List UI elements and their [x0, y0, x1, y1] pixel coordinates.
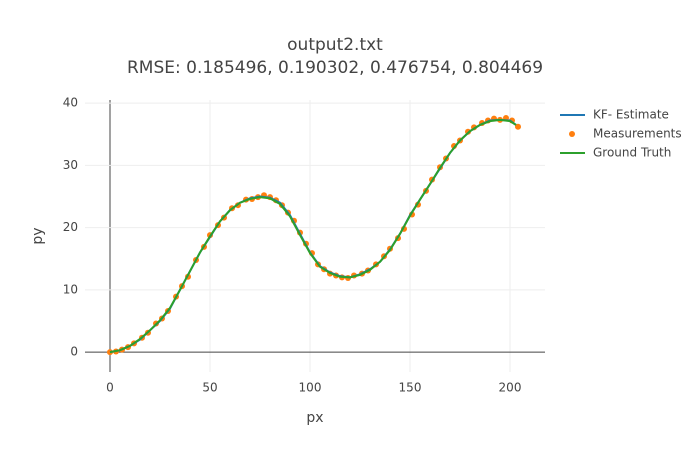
y-tick-label: 30 — [63, 158, 78, 172]
chart-title: output2.txt — [287, 35, 383, 55]
legend-marker — [569, 131, 575, 137]
chart-subtitle: RMSE: 0.185496, 0.190302, 0.476754, 0.80… — [127, 58, 543, 78]
series-line — [109, 118, 517, 354]
y-axis-label: py — [30, 227, 46, 244]
y-tick-label: 20 — [63, 220, 78, 234]
legend-label: Measurements — [593, 127, 682, 141]
x-tick-label: 200 — [499, 381, 522, 395]
x-tick-label: 50 — [202, 381, 217, 395]
x-axis-label: px — [306, 410, 323, 426]
series-line — [109, 118, 517, 354]
legend-label: Ground Truth — [593, 146, 671, 160]
measurement-point — [515, 123, 521, 130]
y-tick-label: 10 — [63, 282, 78, 296]
x-tick-label: 150 — [399, 381, 422, 395]
y-tick-label: 0 — [70, 345, 78, 359]
y-tick-label: 40 — [63, 96, 78, 110]
legend-label: KF- Estimate — [593, 108, 669, 122]
x-tick-label: 0 — [106, 381, 114, 395]
x-tick-label: 100 — [299, 381, 322, 395]
